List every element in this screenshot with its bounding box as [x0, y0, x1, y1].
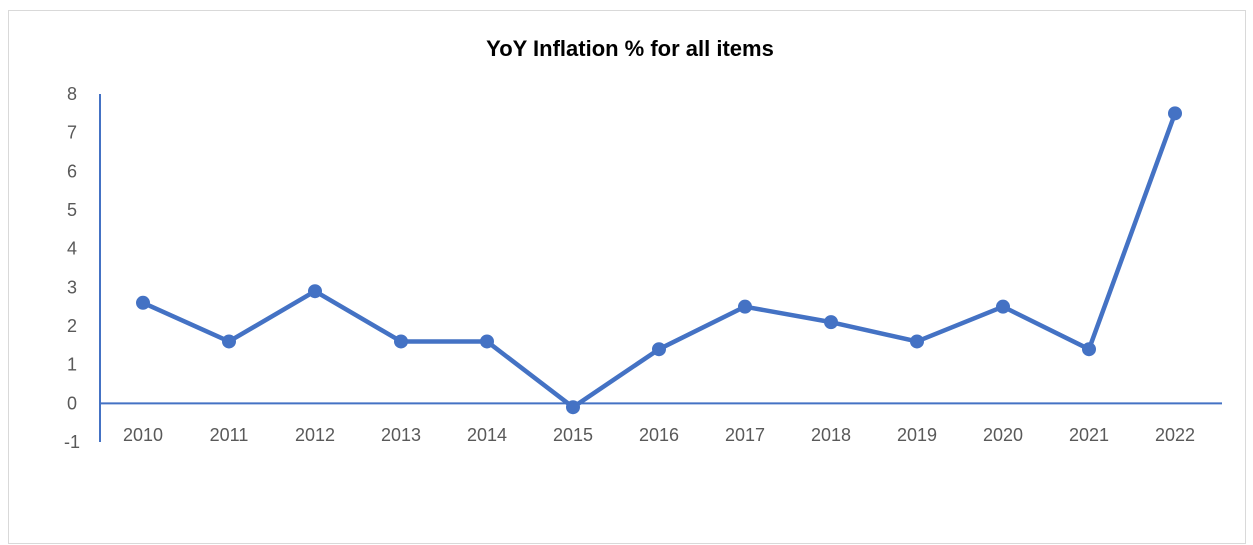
- data-point: [1168, 106, 1182, 121]
- y-tick-label: 2: [67, 316, 77, 336]
- x-tick-label: 2017: [725, 425, 765, 445]
- y-tick-label: 6: [67, 161, 77, 181]
- x-tick-label: 2015: [553, 425, 593, 445]
- y-tick-label: 3: [67, 277, 77, 297]
- y-tick-label: 4: [67, 239, 77, 259]
- y-tick-label: 5: [67, 200, 77, 220]
- x-tick-label: 2021: [1069, 425, 1109, 445]
- data-point: [136, 295, 150, 310]
- data-point: [738, 299, 752, 314]
- y-tick-label: 8: [67, 84, 77, 104]
- chart-title: YoY Inflation % for all items: [486, 36, 774, 61]
- data-point: [824, 315, 838, 330]
- data-point: [480, 334, 494, 349]
- data-point: [222, 334, 236, 349]
- x-tick-label: 2013: [381, 425, 421, 445]
- data-point: [394, 334, 408, 349]
- x-tick-label: 2016: [639, 425, 679, 445]
- x-tick-label: 2019: [897, 425, 937, 445]
- series-line: [140, 111, 1178, 410]
- x-tick-label: 2018: [811, 425, 851, 445]
- data-point: [910, 334, 924, 349]
- data-point: [1082, 342, 1096, 357]
- series-group: [136, 106, 1182, 415]
- y-tick-label: 7: [67, 123, 77, 143]
- x-axis: 2010 2011 2012 2013 2014 2015 2016 2017 2018 2019…: [100, 402, 1222, 445]
- data-point: [996, 299, 1010, 314]
- x-tick-label: 2020: [983, 425, 1023, 445]
- y-tick-label: 0: [67, 393, 77, 413]
- x-tick-label: 2022: [1155, 425, 1195, 445]
- x-tick-label: 2010: [123, 425, 163, 445]
- y-tick-label: -1: [64, 432, 80, 452]
- chart-frame: [8, 10, 1246, 544]
- x-tick-label: 2014: [467, 425, 507, 445]
- y-tick-label: 1: [67, 355, 77, 375]
- data-point: [308, 284, 322, 299]
- x-tick-label: 2012: [295, 425, 335, 445]
- y-axis: -1 0 1 2 3 4 5 6 7 8: [64, 84, 101, 452]
- data-point: [566, 400, 580, 415]
- data-point: [652, 342, 666, 357]
- x-tick-label: 2011: [210, 425, 249, 445]
